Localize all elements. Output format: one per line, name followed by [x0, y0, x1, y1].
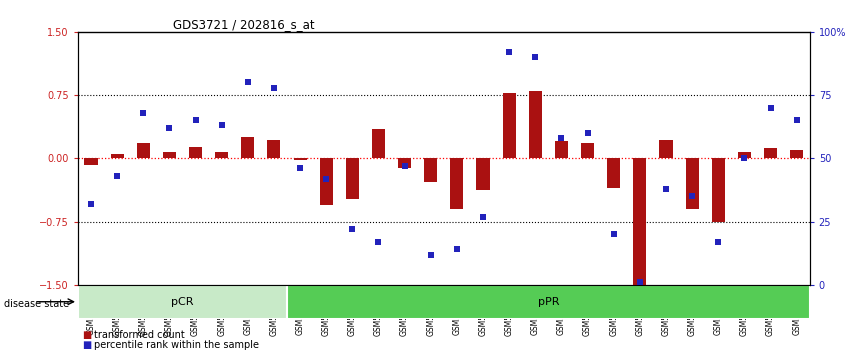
Bar: [78, 285, 287, 319]
Bar: [764, 148, 777, 158]
Point: [423, 252, 437, 257]
Point: [711, 239, 725, 245]
Bar: [555, 142, 568, 158]
Point: [790, 118, 804, 123]
Text: pCR: pCR: [171, 297, 194, 307]
Bar: [372, 129, 385, 158]
Text: percentile rank within the sample: percentile rank within the sample: [94, 340, 259, 350]
Point: [738, 155, 752, 161]
Bar: [346, 158, 359, 199]
Point: [685, 194, 699, 199]
Bar: [424, 158, 437, 182]
Bar: [529, 91, 542, 158]
Point: [189, 118, 203, 123]
Text: GDS3721 / 202816_s_at: GDS3721 / 202816_s_at: [173, 18, 314, 31]
Bar: [686, 158, 699, 209]
Bar: [607, 158, 620, 188]
Point: [110, 173, 124, 179]
Point: [241, 80, 255, 85]
Point: [659, 186, 673, 192]
Text: disease state: disease state: [4, 299, 69, 309]
Bar: [85, 158, 98, 165]
Point: [607, 232, 621, 237]
Bar: [450, 158, 463, 209]
Point: [528, 54, 542, 60]
Bar: [268, 140, 281, 158]
Point: [633, 280, 647, 285]
Bar: [581, 143, 594, 158]
Point: [267, 85, 281, 90]
Bar: [242, 137, 255, 158]
Point: [450, 247, 464, 252]
Bar: [738, 152, 751, 158]
Bar: [398, 158, 411, 169]
Point: [476, 214, 490, 219]
Bar: [215, 152, 229, 158]
Point: [294, 166, 307, 171]
Bar: [137, 143, 150, 158]
Bar: [189, 147, 202, 158]
Point: [84, 201, 98, 207]
Point: [215, 122, 229, 128]
Bar: [790, 150, 803, 158]
Point: [163, 125, 177, 131]
Point: [554, 135, 568, 141]
Point: [502, 49, 516, 55]
Bar: [320, 158, 333, 205]
Bar: [287, 285, 810, 319]
Point: [397, 163, 411, 169]
Text: pPR: pPR: [538, 297, 559, 307]
Point: [372, 239, 385, 245]
Bar: [163, 152, 176, 158]
Point: [136, 110, 150, 116]
Bar: [712, 158, 725, 222]
Bar: [294, 158, 307, 160]
Bar: [502, 93, 515, 158]
Text: ■: ■: [82, 340, 92, 350]
Point: [764, 105, 778, 110]
Point: [580, 130, 594, 136]
Bar: [476, 158, 489, 190]
Bar: [633, 158, 646, 286]
Text: transformed count: transformed count: [94, 330, 184, 339]
Point: [320, 176, 333, 182]
Bar: [659, 140, 673, 158]
Point: [346, 226, 359, 232]
Text: ■: ■: [82, 330, 92, 339]
Bar: [111, 154, 124, 158]
